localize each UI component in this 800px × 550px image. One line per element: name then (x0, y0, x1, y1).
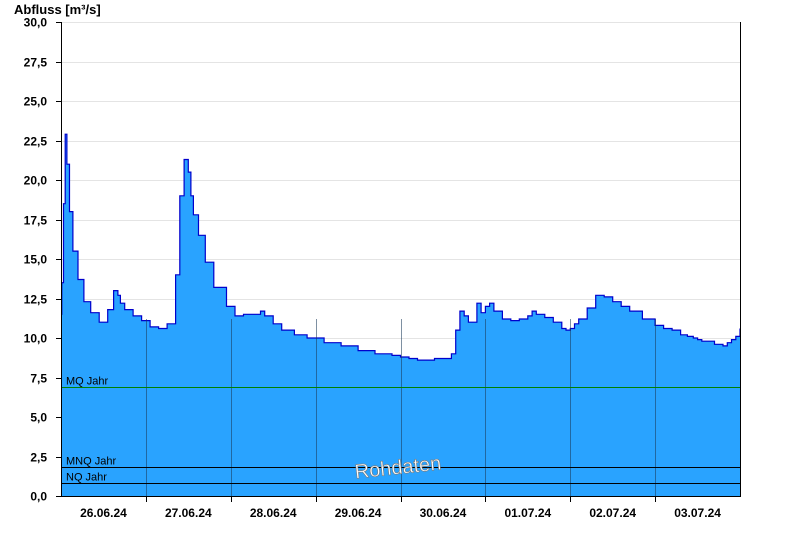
y-tick-label: 10,0 (24, 332, 48, 346)
discharge-line (61, 133, 741, 361)
y-tick-label: 0,0 (30, 490, 47, 504)
x-tick-label: 29.06.24 (335, 506, 382, 520)
x-tick-label: 27.06.24 (165, 506, 212, 520)
discharge-area (61, 134, 740, 496)
x-tick-label: 30.06.24 (420, 506, 467, 520)
reference-line-label: NQ Jahr (66, 472, 107, 484)
y-tick-label: 2,5 (30, 451, 47, 465)
reference-line-label: MQ Jahr (66, 376, 109, 388)
y-tick-label: 22,5 (24, 135, 48, 149)
reference-line-label: MNQ Jahr (66, 456, 116, 468)
y-axis-title: Abfluss [m³/s] (14, 2, 101, 17)
y-tick-label: 30,0 (24, 16, 48, 30)
day-separators (146, 319, 656, 496)
x-tick-label: 26.06.24 (80, 506, 127, 520)
x-tick-labels: 26.06.24 27.06.24 28.06.24 29.06.24 30.06.24… (80, 496, 721, 520)
y-tick-label: 7,5 (30, 372, 47, 386)
y-tick-label: 5,0 (30, 411, 47, 425)
x-tick-label: 03.07.24 (674, 506, 721, 520)
x-tick-label: 02.07.24 (589, 506, 636, 520)
reference-lines: MQ Jahr MNQ Jahr NQ Jahr (61, 376, 740, 484)
y-tick-label: 15,0 (24, 253, 48, 267)
y-tick-label: 27,5 (24, 56, 48, 70)
y-tick-label: 20,0 (24, 174, 48, 188)
y-tick-label: 12,5 (24, 293, 48, 307)
y-tick-label: 25,0 (24, 95, 48, 109)
x-tick-label: 28.06.24 (250, 506, 297, 520)
x-tick-label: 01.07.24 (504, 506, 551, 520)
y-tick-labels: 0,0 2,5 5,0 7,5 10,0 12,5 15,0 17,5 20,0 22,5 25,0… (24, 16, 61, 504)
y-tick-label: 17,5 (24, 214, 48, 228)
